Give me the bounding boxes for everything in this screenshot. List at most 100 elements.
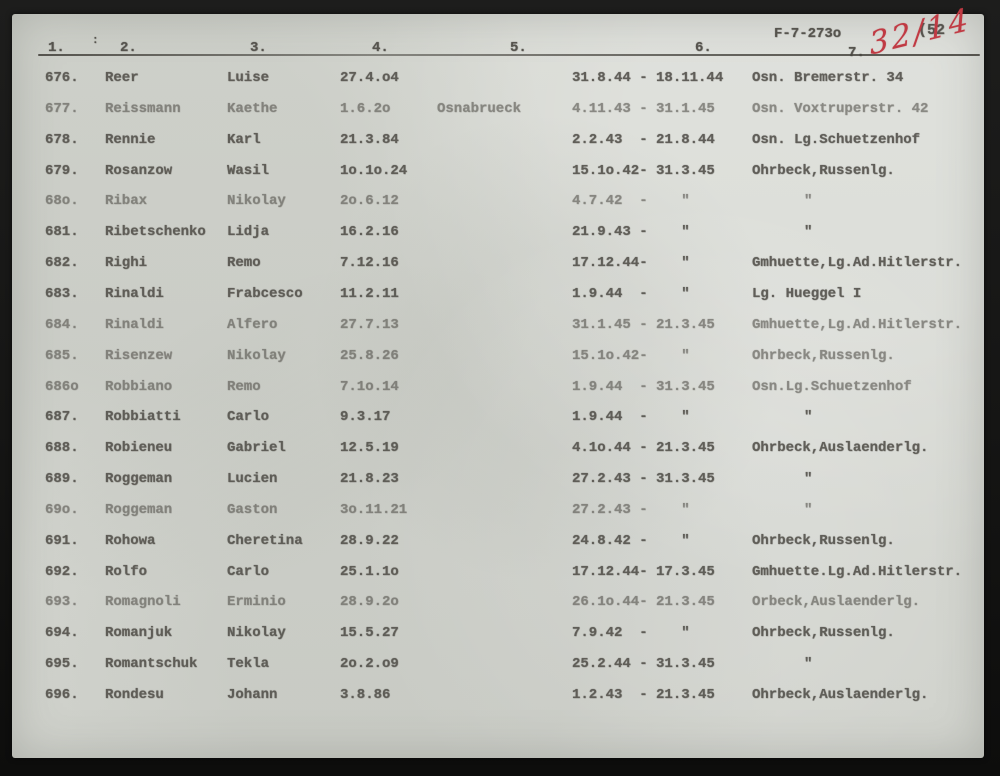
camp-location: Gmhuette,Lg.Ad.Hitlerstr. xyxy=(752,255,963,272)
table-row: 688. Robieneu Gabriel 12.5.19 4.1o.44 - 21.3… xyxy=(12,440,984,471)
camp-location: Osn. Bremerstr. 34 xyxy=(752,70,904,86)
row-number: 677. xyxy=(45,100,79,117)
row-number: 688. xyxy=(45,440,79,457)
period: 4.11.43 - 31.1.45 xyxy=(572,100,715,117)
period: 15.1o.42- 31.3.45 xyxy=(572,162,715,179)
period: 1.9.44 - " xyxy=(572,409,690,426)
birth-date: 21.3.84 xyxy=(340,131,399,148)
column-header-4: 4. xyxy=(372,40,389,56)
surname: Robbiatti xyxy=(105,409,181,426)
birth-date: 3.8.86 xyxy=(340,687,391,703)
table-row: 676. Reer Luise 27.4.o4 31.8.44 - 18.11.44 Os… xyxy=(12,70,984,101)
birth-date: 12.5.19 xyxy=(340,440,399,457)
camp-location: " xyxy=(804,409,813,426)
period: 15.1o.42- " xyxy=(572,347,690,364)
period: 21.9.43 - " xyxy=(572,224,690,241)
row-number: 689. xyxy=(45,471,79,488)
table-row: 682. Righi Remo 7.12.16 17.12.44- " Gmhuette,… xyxy=(12,255,984,286)
surname: Robieneu xyxy=(105,440,173,457)
camp-location: Ohrbeck,Russenlg. xyxy=(752,347,895,364)
first-name: Carlo xyxy=(227,409,270,426)
period: 4.7.42 - " xyxy=(572,193,690,210)
surname: Reissmann xyxy=(105,100,181,117)
period: 2.2.43 - 21.8.44 xyxy=(572,131,715,148)
birth-date: 11.2.11 xyxy=(340,285,399,302)
column-header-7: 7. xyxy=(848,45,865,61)
first-name: Remo xyxy=(227,255,261,272)
birth-date: 7.1o.14 xyxy=(340,378,399,395)
surname: Ribetschenko xyxy=(105,224,206,241)
camp-location: " xyxy=(804,501,813,518)
period: 31.8.44 - 18.11.44 xyxy=(572,70,724,86)
period: 26.1o.44- 21.3.45 xyxy=(572,594,715,611)
table-row: 693. Romagnoli Erminio 28.9.2o 26.1o.44- 21.… xyxy=(12,594,984,625)
first-name: Nikolay xyxy=(227,347,286,364)
table-row: 679. Rosanzow Wasil 1o.1o.24 15.1o.42- 31.3.… xyxy=(12,163,984,194)
paper-sheet: F-7-273o (52 32/14 1. : 2. 3. 4. 5. 6. 7… xyxy=(12,1,984,758)
camp-location: Ohrbeck,Russenlg. xyxy=(752,625,895,642)
birth-date: 1o.1o.24 xyxy=(340,162,408,179)
row-number: 695. xyxy=(45,656,79,673)
table-row: 685. Risenzew Nikolay 25.8.26 15.1o.42- " Ohr… xyxy=(12,348,984,379)
surname: Rolfo xyxy=(105,563,148,580)
row-number: 68o. xyxy=(45,193,79,210)
row-number: 678. xyxy=(45,131,79,148)
first-name: Carlo xyxy=(227,563,270,580)
table-row: 695. Romantschuk Tekla 2o.2.o9 25.2.44 - 31.… xyxy=(12,656,984,687)
table-row: 691. Rohowa Cheretina 28.9.22 24.8.42 - " Ohr… xyxy=(12,533,984,564)
surname: Risenzew xyxy=(105,347,173,364)
birth-date: 27.4.o4 xyxy=(340,70,399,86)
period: 7.9.42 - " xyxy=(572,625,690,642)
surname: Ribax xyxy=(105,193,148,210)
period: 17.12.44- " xyxy=(572,255,690,272)
birth-date: 27.7.13 xyxy=(340,316,399,333)
table-row: 684. Rinaldi Alfero 27.7.13 31.1.45 - 21.3.4… xyxy=(12,317,984,348)
birth-date: 7.12.16 xyxy=(340,255,399,272)
page-number: (52 xyxy=(918,22,946,39)
surname: Roggeman xyxy=(105,501,173,518)
row-number: 681. xyxy=(45,224,79,241)
column-header-1: 1. xyxy=(48,40,65,56)
surname: Rennie xyxy=(105,131,156,148)
period: 1.9.44 - 31.3.45 xyxy=(572,378,715,395)
camp-location: " xyxy=(804,224,813,241)
first-name: Lidja xyxy=(227,224,270,241)
stray-mark: : xyxy=(92,35,99,47)
camp-location: Gmhuette,Lg.Ad.Hitlerstr. xyxy=(752,316,963,333)
row-number: 69o. xyxy=(45,501,79,518)
camp-location: " xyxy=(804,656,813,673)
period: 25.2.44 - 31.3.45 xyxy=(572,656,715,673)
first-name: Nikolay xyxy=(227,193,286,210)
row-number: 682. xyxy=(45,255,79,272)
birth-date: 16.2.16 xyxy=(340,224,399,241)
period: 17.12.44- 17.3.45 xyxy=(572,563,715,580)
row-number: 684. xyxy=(45,316,79,333)
surname: Rinaldi xyxy=(105,285,164,302)
birth-date: 9.3.17 xyxy=(340,409,391,426)
first-name: Kaethe xyxy=(227,100,278,117)
camp-location: Osn.Lg.Schuetzenhof xyxy=(752,378,912,395)
birth-date: 2o.6.12 xyxy=(340,193,399,210)
birth-date: 3o.11.21 xyxy=(340,501,408,518)
table-row: 694. Romanjuk Nikolay 15.5.27 7.9.42 - " Ohrb… xyxy=(12,625,984,656)
row-number: 676. xyxy=(45,70,79,86)
header-rule xyxy=(38,54,980,56)
camp-location: Gmhuette.Lg.Ad.Hitlerstr. xyxy=(752,563,963,580)
row-number: 679. xyxy=(45,162,79,179)
table-row: 677. Reissmann Kaethe 1.6.2o Osnabrueck 4.11.… xyxy=(12,101,984,132)
camp-location: Osn. Voxtruperstr. 42 xyxy=(752,100,929,117)
surname: Robbiano xyxy=(105,378,173,395)
table-row: 678. Rennie Karl 21.3.84 2.2.43 - 21.8.44 Osn… xyxy=(12,132,984,163)
birth-date: 15.5.27 xyxy=(340,625,399,642)
row-number: 683. xyxy=(45,285,79,302)
residence: Osnabrueck xyxy=(437,100,522,117)
camp-location: Orbeck,Auslaenderlg. xyxy=(752,594,921,611)
birth-date: 25.8.26 xyxy=(340,347,399,364)
reference-number: F-7-273o xyxy=(774,26,842,42)
camp-location: Osn. Lg.Schuetzenhof xyxy=(752,131,921,148)
column-header-6: 6. xyxy=(695,40,712,56)
birth-date: 28.9.22 xyxy=(340,532,399,549)
row-number: 696. xyxy=(45,687,79,703)
row-number: 693. xyxy=(45,594,79,611)
